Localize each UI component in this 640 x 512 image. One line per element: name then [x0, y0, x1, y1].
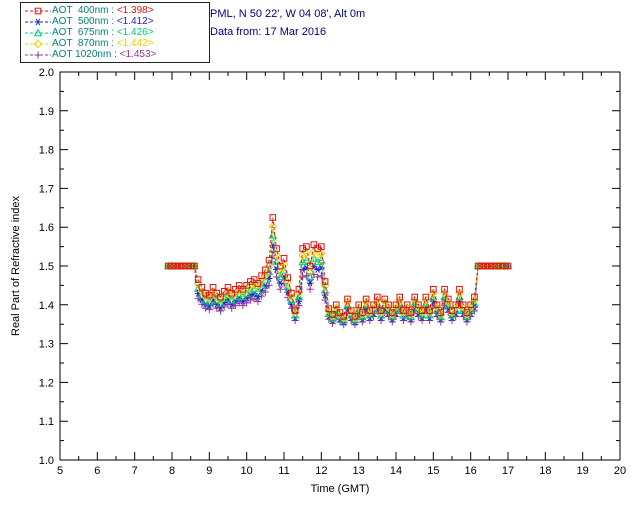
legend-item: AOT 500nm : <1.412>: [24, 16, 206, 27]
svg-text:5: 5: [57, 465, 63, 477]
svg-text:1.1: 1.1: [39, 416, 54, 428]
svg-text:2.0: 2.0: [39, 67, 54, 79]
svg-text:12: 12: [315, 465, 327, 477]
svg-text:15: 15: [427, 465, 439, 477]
data-date: Data from: 17 Mar 2016: [210, 26, 327, 38]
legend-sample-line: [25, 28, 51, 36]
legend-label: AOT 500nm :: [52, 16, 117, 27]
legend-label: AOT 1020nm :: [52, 49, 120, 60]
svg-text:19: 19: [577, 465, 589, 477]
legend-label: AOT 400nm :: [52, 5, 117, 16]
svg-text:1.8: 1.8: [39, 145, 54, 157]
svg-text:7: 7: [132, 465, 138, 477]
station-info: PML, N 50 22', W 04 08', Alt 0m: [210, 8, 366, 20]
svg-text:8: 8: [169, 465, 175, 477]
svg-text:17: 17: [502, 465, 514, 477]
legend: AOT 400nm : <1.398> AOT 500nm : <1.412> AO…: [20, 2, 210, 63]
legend-sample-line: [25, 50, 51, 59]
legend-mean-value: <1.426>: [116, 27, 154, 38]
legend-label: AOT 870nm :: [52, 38, 117, 49]
svg-text:9: 9: [206, 465, 212, 477]
svg-text:18: 18: [539, 465, 551, 477]
legend-mean-value: <1.453>: [119, 49, 157, 60]
svg-text:20: 20: [614, 465, 626, 477]
legend-item: AOT 1020nm : <1.453>: [24, 49, 206, 60]
legend-label: AOT 675nm :: [52, 27, 117, 38]
svg-text:13: 13: [353, 465, 365, 477]
plot-area: [59, 71, 621, 461]
legend-item: AOT 400nm : <1.398>: [24, 5, 206, 16]
svg-text:10: 10: [241, 465, 253, 477]
plot-header: PML, N 50 22', W 04 08', Alt 0m Data fro…: [210, 5, 365, 41]
svg-text:1.7: 1.7: [39, 183, 54, 195]
series-aot-400nm: [164, 214, 512, 320]
legend-sample-line: [25, 39, 51, 48]
legend-mean-value: <1.412>: [116, 16, 154, 27]
svg-text:1.2: 1.2: [39, 377, 54, 389]
legend-mean-value: <1.442>: [116, 38, 154, 49]
axis-ticks: [59, 71, 621, 461]
legend-mean-value: <1.398>: [116, 5, 154, 16]
legend-sample-line: [25, 18, 51, 25]
svg-text:1.0: 1.0: [39, 455, 54, 467]
svg-text:14: 14: [390, 465, 402, 477]
svg-text:1.6: 1.6: [39, 222, 54, 234]
y-axis-title: Real Part of Refractive index: [10, 195, 22, 336]
svg-text:1.5: 1.5: [39, 261, 54, 273]
legend-item: AOT 675nm : <1.426>: [24, 27, 206, 38]
svg-text:1.9: 1.9: [39, 106, 54, 118]
svg-text:11: 11: [278, 465, 289, 477]
x-axis-title: Time (GMT): [311, 483, 370, 495]
svg-text:1.3: 1.3: [39, 339, 54, 351]
legend-item: AOT 870nm : <1.442>: [24, 38, 206, 49]
svg-text:1.4: 1.4: [39, 300, 54, 312]
svg-text:16: 16: [465, 465, 477, 477]
axis-tick-labels: 5 6 7 8 9 10 11 12 13 14 15 16 17 18 19 20 1.0 1.1 1.2 1.3 1…: [39, 67, 626, 477]
svg-text:6: 6: [94, 465, 100, 477]
legend-sample-line: [25, 7, 51, 14]
